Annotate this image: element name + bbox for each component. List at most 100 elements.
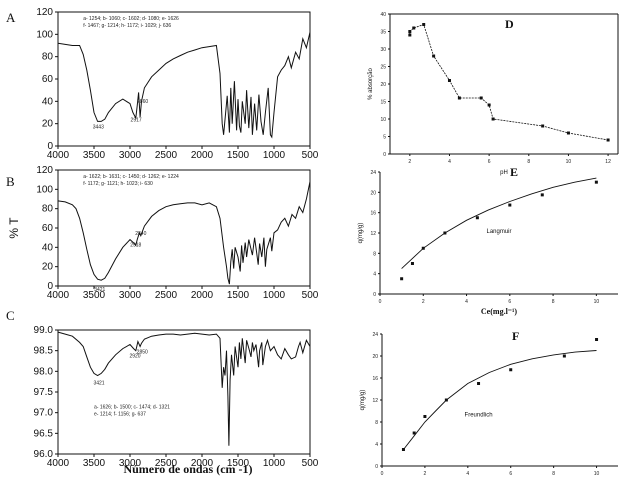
peak-assignment-text: a- 1254; b- 1060; c- 1602; d- 1080; e- 1… xyxy=(83,16,179,22)
x-tick-label: 10 xyxy=(566,159,572,165)
y-tick-label: 4 xyxy=(375,442,378,448)
x-tick-label: 3000 xyxy=(119,458,142,469)
y-tick-label: 0 xyxy=(47,141,53,152)
data-point xyxy=(457,96,461,100)
y-tick-label: 20 xyxy=(372,354,378,360)
x-tick-label: 4000 xyxy=(47,458,70,469)
x-tick-label: 1000 xyxy=(263,290,286,301)
data-point xyxy=(479,96,483,100)
data-point xyxy=(432,54,436,58)
y-tick-label: 60 xyxy=(42,223,54,234)
x-tick-label: 3500 xyxy=(83,290,106,301)
x-tick-label: 500 xyxy=(302,458,319,469)
y-tick-label: 98.5 xyxy=(34,346,54,357)
y-tick-label: 35 xyxy=(380,30,386,36)
y-tick-label: 120 xyxy=(36,7,53,18)
x-tick-label: 2000 xyxy=(191,290,214,301)
x-tick-label: 8 xyxy=(527,159,530,165)
peak-label: 2860 xyxy=(137,99,148,105)
peak-label: 3443 xyxy=(93,124,104,130)
y-tick-label: 8 xyxy=(373,251,376,257)
data-point xyxy=(401,448,405,451)
data-point xyxy=(410,262,414,265)
data-point xyxy=(475,216,479,220)
x-tick-label: 1500 xyxy=(227,290,250,301)
x-tick-label: 500 xyxy=(302,290,319,301)
spectrum-line xyxy=(57,31,311,139)
x-tick-label: 1500 xyxy=(227,150,250,161)
y-tick-label: 40 xyxy=(42,96,54,107)
panel-a: A 0 20 40 60 80 100 120 4000 3500 3000 2500 2000 1500… xyxy=(6,7,319,161)
data-point xyxy=(508,203,512,207)
peak-label: 2850 xyxy=(137,350,148,356)
spectrum-line xyxy=(57,181,311,285)
data-point xyxy=(477,382,481,385)
y-tick-label: 0 xyxy=(373,292,376,298)
data-point xyxy=(400,277,404,281)
fit-curve xyxy=(401,177,597,269)
data-point xyxy=(423,415,427,418)
data-point xyxy=(594,180,598,184)
panel-b: B 0 20 40 60 80 100 120 4000 3500 3000 2500 2000 1500… xyxy=(6,165,319,301)
panel-letter: C xyxy=(6,308,15,323)
y-tick-label: 40 xyxy=(380,12,386,18)
peak-assignment-text: a- 1626; b- 1500; c- 1474; d- 1321 xyxy=(94,405,170,411)
peak-label: 3421 xyxy=(94,287,105,293)
y-tick-label: 97.0 xyxy=(34,408,54,419)
panel-f: F048121620240246810q(mg/g)Ce(mg.l⁻¹)Freu… xyxy=(360,329,618,480)
x-tick-label: 8 xyxy=(552,299,555,305)
x-tick-label: 10 xyxy=(594,471,600,477)
y-tick-label: 120 xyxy=(36,165,53,176)
x-tick-label: 1000 xyxy=(263,150,286,161)
x-tick-label: 3000 xyxy=(119,150,142,161)
y-tick-label: 4 xyxy=(373,272,376,278)
data-point xyxy=(422,23,426,26)
peak-label: 2840 xyxy=(135,231,146,237)
y-tick-label: 0 xyxy=(375,464,378,470)
x-tick-label: 4 xyxy=(466,471,469,477)
x-tick-label: 1000 xyxy=(263,458,286,469)
x-tick-label: 6 xyxy=(509,471,512,477)
x-tick-label: 12 xyxy=(605,159,611,165)
y-tick-label: 100 xyxy=(36,29,53,40)
x-tick-label: 1500 xyxy=(227,458,250,469)
y-tick-label: 12 xyxy=(370,231,376,237)
x-tick-label: 2 xyxy=(422,299,425,305)
main-x-axis-label: Número de ondas (cm -1) xyxy=(123,462,252,476)
x-tick-label: 0 xyxy=(379,299,382,305)
x-tick-label: 2500 xyxy=(155,290,178,301)
data-point xyxy=(412,26,416,30)
curve-label: Freundlich xyxy=(465,413,493,419)
peak-assignment-text: f- 1172; g- 1121; h- 1023; i- 630 xyxy=(83,181,153,187)
y-tick-label: 20 xyxy=(42,119,54,130)
peak-label: 2920 xyxy=(129,354,140,360)
y-tick-label: 99.0 xyxy=(34,325,54,336)
fit-curve xyxy=(403,350,597,450)
x-tick-label: 500 xyxy=(302,150,319,161)
data-point xyxy=(408,33,412,37)
x-axis-label: Ce(mg.l⁻¹) xyxy=(481,307,518,316)
data-point xyxy=(443,231,447,235)
data-point xyxy=(447,79,451,82)
peak-label: 3421 xyxy=(93,381,104,387)
data-point xyxy=(540,193,544,197)
y-tick-label: 25 xyxy=(380,65,386,71)
y-axis-label: % T xyxy=(7,217,21,239)
x-tick-label: 0 xyxy=(381,471,384,477)
y-tick-label: 15 xyxy=(380,100,386,106)
y-tick-label: 60 xyxy=(42,74,54,85)
x-axis-label: pH xyxy=(500,170,508,176)
x-tick-label: 3500 xyxy=(83,150,106,161)
y-tick-label: 16 xyxy=(370,211,376,217)
y-tick-label: 8 xyxy=(375,420,378,426)
peak-assignment-text: f- 1467; g- 1214; h- 1172; i- 1029; j- 6… xyxy=(83,23,171,29)
peak-assignment-text: e- 1214; f- 1156; g- 637 xyxy=(94,412,146,418)
x-tick-label: 3000 xyxy=(119,290,142,301)
y-tick-label: 80 xyxy=(42,52,54,63)
x-tick-label: 2000 xyxy=(191,150,214,161)
data-point xyxy=(606,138,610,142)
panel-letter: E xyxy=(510,165,518,179)
data-point xyxy=(562,354,566,358)
data-point xyxy=(412,431,416,435)
